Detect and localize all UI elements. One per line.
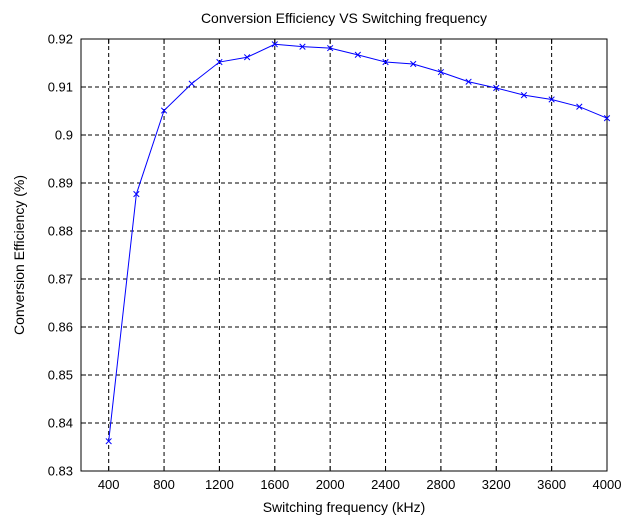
- y-axis-label: Conversion Efficiency (%): [11, 175, 27, 335]
- y-tick-label: 0.88: [48, 224, 73, 239]
- x-tick-label: 1200: [205, 477, 234, 492]
- data-point-marker: [105, 438, 112, 445]
- data-point-marker: [548, 96, 555, 103]
- data-point-marker: [160, 107, 168, 114]
- x-tick-label: 2000: [316, 477, 345, 492]
- plot-area: [81, 39, 607, 471]
- tick-marks: [81, 38, 608, 472]
- y-tick-label: 0.87: [48, 272, 73, 287]
- data-point-marker: [354, 51, 361, 58]
- x-tick-labels: 400 800 1200 1600 2000 2400 2800 3200 3600 4000: [98, 477, 622, 492]
- data-point-marker: [410, 60, 417, 68]
- x-tick-label: 3200: [482, 477, 511, 492]
- x-tick-label: 2400: [371, 477, 400, 492]
- x-tick-label: 4000: [593, 477, 622, 492]
- y-tick-label: 0.83: [48, 464, 73, 479]
- y-tick-label: 0.84: [48, 416, 73, 431]
- x-tick-label: 3600: [537, 477, 566, 492]
- y-tick-label: 0.86: [48, 320, 73, 335]
- data-point-marker: [603, 115, 611, 122]
- chart-title: Conversion Efficiency VS Switching frequ…: [201, 10, 487, 26]
- x-tick-label: 800: [153, 477, 175, 492]
- data-point-marker: [216, 58, 223, 66]
- data-point-marker: [243, 54, 251, 61]
- data-point-marker: [493, 84, 500, 92]
- y-tick-label: 0.85: [48, 368, 73, 383]
- data-point-marker: [299, 43, 306, 50]
- plot-frame: [80, 38, 608, 472]
- data-point-marker: [133, 190, 140, 198]
- y-tick-label: 0.91: [48, 80, 73, 95]
- series: [105, 41, 611, 445]
- x-tick-label: 1600: [260, 477, 289, 492]
- data-point-marker: [576, 103, 583, 110]
- x-tick-label: 2800: [426, 477, 455, 492]
- data-point-marker: [465, 78, 472, 85]
- data-point-marker: [271, 41, 278, 48]
- x-axis-label: Switching frequency (kHz): [263, 499, 426, 515]
- y-tick-label: 0.9: [55, 128, 73, 143]
- y-tick-label: 0.89: [48, 176, 73, 191]
- data-point-marker: [327, 44, 334, 52]
- data-point-marker: [188, 80, 195, 87]
- y-tick-labels: 0.83 0.84 0.85 0.86 0.87 0.88 0.89 0.9 0.91 0.92: [48, 32, 73, 479]
- data-point-marker: [520, 92, 528, 99]
- y-tick-label: 0.92: [48, 32, 73, 47]
- x-tick-label: 400: [98, 477, 120, 492]
- grid: [81, 39, 607, 471]
- data-point-marker: [382, 58, 389, 66]
- data-point-marker: [437, 68, 445, 76]
